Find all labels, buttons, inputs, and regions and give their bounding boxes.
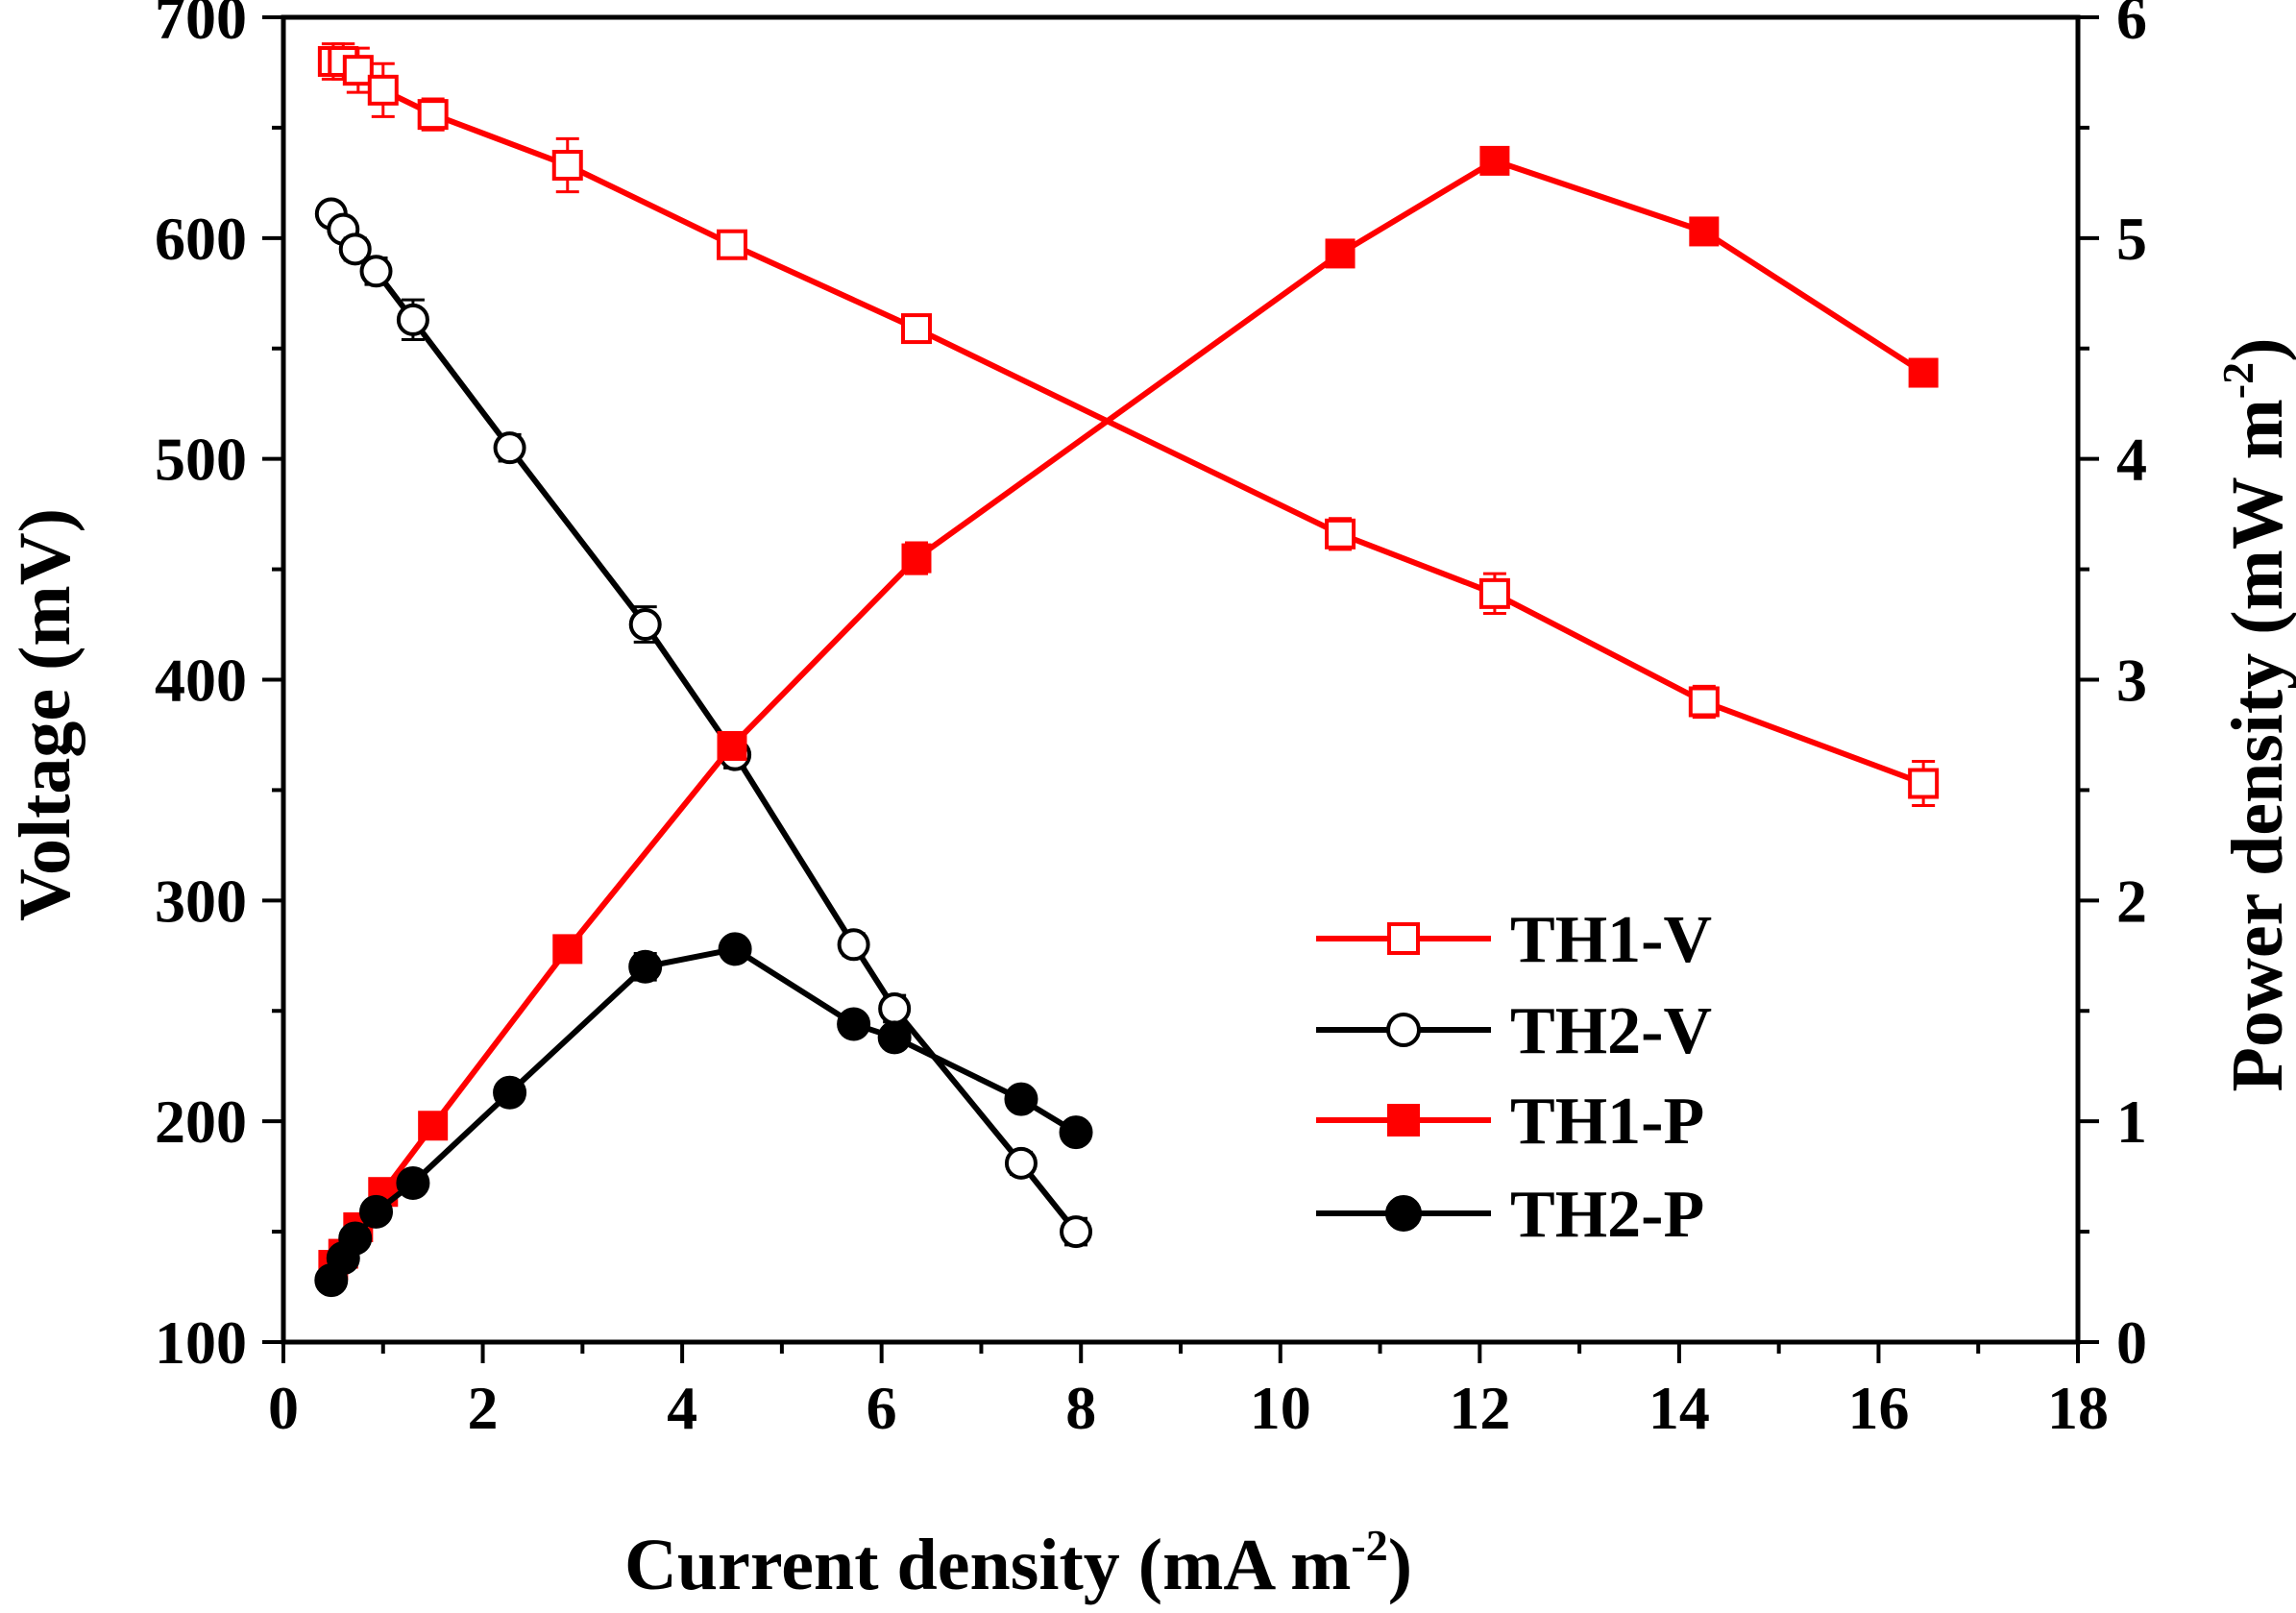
- data-point-th2-p: [396, 1166, 430, 1201]
- data-point-th2-v: [396, 303, 429, 336]
- x-tick-label: 6: [867, 1374, 897, 1442]
- data-point-th1-p: [901, 543, 932, 574]
- y-tick-label: 700: [155, 0, 247, 52]
- y2-axis-title-sup: -2: [2213, 362, 2262, 399]
- y2-tick-label: 4: [2116, 426, 2147, 494]
- y-tick-label: 500: [155, 426, 247, 494]
- legend: TH1-V TH2-V TH1-P TH2-P: [1316, 903, 1712, 1252]
- x-tick-label: 4: [667, 1374, 697, 1442]
- data-point-th1-v: [417, 99, 449, 131]
- data-point-th2-v: [493, 431, 526, 465]
- legend-item-th1-p: TH1-P: [1316, 1085, 1704, 1159]
- data-point-th1-v: [551, 149, 583, 181]
- x-tick-label: 18: [2047, 1374, 2109, 1442]
- legend-label-th2-v: TH2-V: [1510, 994, 1712, 1068]
- data-point-th2-p: [718, 932, 752, 966]
- y2-tick-label: 5: [2116, 205, 2147, 273]
- legend-item-th1-v: TH1-V: [1316, 903, 1712, 977]
- data-point-th2-v: [338, 232, 372, 266]
- data-point-th2-v: [1060, 1215, 1093, 1249]
- x-tick-label: 12: [1449, 1374, 1510, 1442]
- data-point-th1-p: [552, 934, 583, 965]
- y2-tick-label: 0: [2116, 1308, 2147, 1377]
- plot-frame: [281, 14, 2081, 1345]
- y2-tick-label: 1: [2116, 1088, 2147, 1156]
- y-tick-label: 200: [155, 1088, 247, 1156]
- data-point-th2-v: [359, 255, 393, 288]
- data-point-th2-v: [628, 608, 662, 642]
- data-point-th2-p: [338, 1221, 373, 1256]
- legend-marker-th1-p: [1387, 1104, 1420, 1136]
- data-point-th1-v: [900, 313, 932, 345]
- data-point-th2-p: [877, 1020, 912, 1055]
- y-tick-label: 400: [155, 647, 247, 715]
- data-point-th1-p: [1689, 216, 1720, 247]
- data-point-th1-p: [418, 1111, 449, 1141]
- series-th2-v: [314, 197, 1093, 1249]
- x-tick-label: 10: [1250, 1374, 1311, 1442]
- series-th1-v: [317, 42, 1940, 808]
- x-tick-label: 2: [468, 1374, 499, 1442]
- data-point-th1-v: [717, 229, 747, 260]
- legend-label-th1-p: TH1-P: [1510, 1085, 1704, 1159]
- data-point-th2-v: [878, 991, 912, 1025]
- x-tick-label: 0: [268, 1374, 299, 1442]
- series-line-th2-v: [329, 211, 1079, 1234]
- legend-marker-th1-v: [1387, 922, 1420, 955]
- data-point-th2-p: [1004, 1082, 1038, 1116]
- data-point-th2-p: [628, 949, 663, 984]
- series-layer: [314, 42, 1940, 1298]
- data-point-th2-p: [1059, 1115, 1093, 1150]
- series-th2-p: [314, 932, 1093, 1298]
- x-tick-label: 14: [1649, 1374, 1710, 1442]
- data-point-th2-v: [1004, 1146, 1038, 1180]
- legend-item-th2-v: TH2-V: [1316, 994, 1712, 1068]
- data-point-th2-p: [359, 1194, 394, 1229]
- y-tick-label: 600: [155, 205, 247, 273]
- legend-label-th1-v: TH1-V: [1510, 903, 1712, 977]
- y-tick-label: 300: [155, 867, 247, 935]
- data-point-th2-p: [493, 1075, 527, 1110]
- y2-tick-label: 2: [2116, 867, 2147, 935]
- x-axis-title: Current density (mA m-2): [624, 1521, 1412, 1605]
- data-point-th1-v: [342, 55, 374, 86]
- data-point-th2-p: [837, 1007, 871, 1041]
- data-point-th1-p: [1479, 145, 1510, 176]
- legend-label-th2-p: TH2-P: [1510, 1178, 1704, 1252]
- data-point-th1-p: [1908, 357, 1939, 388]
- x-axis-title-main: Current density (mA m: [624, 1525, 1351, 1605]
- data-point-th1-v: [367, 74, 399, 106]
- y2-axis-title-tail: ): [2217, 338, 2296, 362]
- x-axis-title-sup: -2: [1351, 1521, 1387, 1570]
- legend-item-th2-p: TH2-P: [1316, 1178, 1704, 1252]
- data-point-th2-v: [837, 928, 870, 962]
- legend-marker-th2-p: [1385, 1195, 1422, 1232]
- y2-axis-title-main: Power density (mW m: [2217, 399, 2296, 1091]
- y2-axis-title: Power density (mW m-2): [2213, 338, 2296, 1092]
- axes-layer: 0 2 4 6 8 10 12 14 16 181002003004005006007000123…: [155, 0, 2147, 1442]
- x-tick-label: 16: [1847, 1374, 1909, 1442]
- data-point-th1-p: [717, 730, 747, 761]
- data-point-th1-v: [1908, 768, 1940, 799]
- x-axis-title-tail: ): [1388, 1525, 1412, 1605]
- y2-tick-label: 6: [2116, 0, 2147, 52]
- data-point-th1-v: [1688, 686, 1720, 718]
- data-point-th1-v: [1325, 518, 1356, 550]
- legend-marker-th2-v: [1386, 1013, 1421, 1047]
- data-point-th1-v: [1478, 577, 1510, 609]
- data-point-th1-p: [1325, 238, 1356, 269]
- x-tick-label: 8: [1065, 1374, 1096, 1442]
- y-axis-title: Voltage (mV): [5, 508, 85, 921]
- y-tick-label: 100: [155, 1308, 247, 1377]
- y2-tick-label: 3: [2116, 647, 2147, 715]
